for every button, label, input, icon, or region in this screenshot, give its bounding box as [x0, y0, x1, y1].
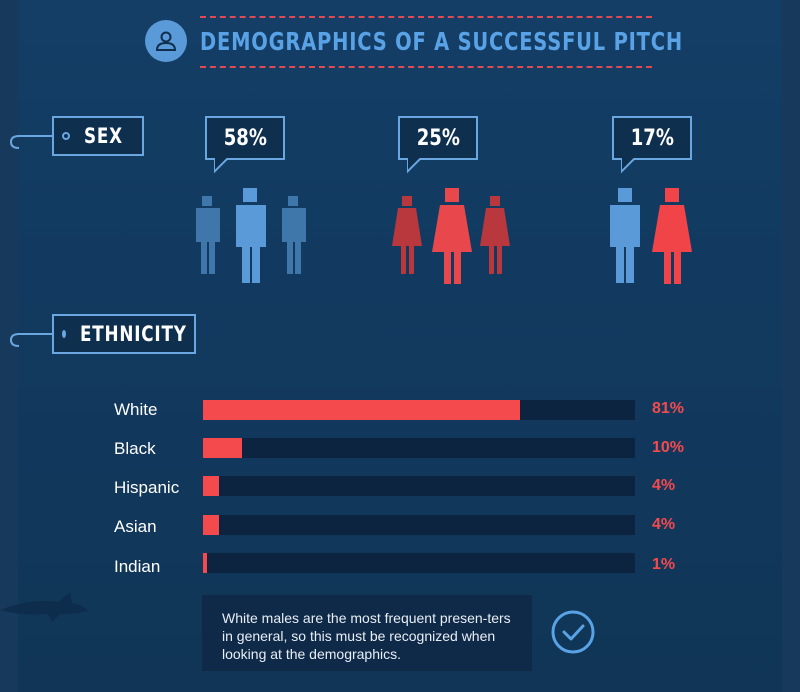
header-top-rule — [200, 16, 652, 18]
bubble-tail — [407, 158, 422, 174]
sex-section-tag: SEX — [52, 116, 144, 156]
value-label: 4% — [652, 516, 676, 533]
category-label: Asian — [114, 517, 157, 536]
bar-track — [203, 476, 635, 496]
male-figures-icon — [196, 188, 306, 283]
bar-track — [203, 438, 635, 458]
sex-percent-female: 25% — [416, 125, 460, 151]
hook-icon — [9, 333, 53, 347]
ethnicity-section-tag: ETHNICITY — [52, 314, 196, 354]
check-circle-icon — [551, 610, 595, 654]
sex-percent-male: 58% — [223, 125, 267, 151]
hook-icon — [9, 135, 53, 149]
shark-silhouette — [0, 592, 88, 622]
category-label: White — [114, 400, 158, 419]
bar-track — [203, 553, 635, 573]
sex-percent-bubble: 58% — [205, 116, 285, 160]
value-label: 1% — [652, 556, 676, 573]
user-icon — [145, 20, 187, 62]
bar-white — [203, 400, 520, 420]
bar-asian — [203, 515, 219, 535]
bubble-tail — [621, 158, 636, 174]
bar-black — [203, 438, 243, 458]
tag-dot — [62, 330, 66, 338]
mixed-figures-icon — [610, 188, 692, 284]
bubble-tail — [214, 158, 229, 174]
female-figures-icon — [392, 188, 510, 284]
sex-section-label: SEX — [84, 124, 123, 148]
category-label: Indian — [114, 557, 161, 576]
header-bottom-rule — [200, 66, 652, 68]
sex-percent-mixed: 17% — [630, 125, 674, 151]
bar-hispanic — [203, 476, 219, 496]
value-label: 10% — [652, 439, 685, 456]
note-box: White males are the most frequent presen… — [202, 595, 532, 671]
category-label: Hispanic — [114, 478, 180, 497]
tag-dot — [62, 132, 70, 140]
sex-percent-bubble: 17% — [612, 116, 692, 160]
category-label: Black — [114, 439, 156, 458]
value-label: 4% — [652, 477, 676, 494]
ethnicity-section-label: ETHNICITY — [80, 322, 187, 346]
page-title: DEMOGRAPHICS OF A SUCCESSFUL PITCH — [200, 27, 683, 56]
bar-track — [203, 515, 635, 535]
bar-indian — [203, 553, 207, 573]
sex-percent-bubble: 25% — [398, 116, 478, 160]
value-label: 81% — [652, 400, 685, 417]
note-text: White males are the most frequent presen… — [222, 610, 511, 662]
